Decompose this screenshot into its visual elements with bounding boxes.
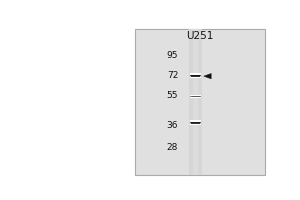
Bar <box>191 75 200 77</box>
Bar <box>190 96 201 97</box>
Text: U251: U251 <box>187 31 214 41</box>
Bar <box>190 76 201 77</box>
Bar <box>190 95 201 96</box>
Text: 36: 36 <box>167 121 178 130</box>
Bar <box>190 73 201 74</box>
Bar <box>191 122 200 124</box>
Bar <box>190 74 201 75</box>
Bar <box>190 95 201 96</box>
Bar <box>190 77 201 78</box>
Bar <box>190 96 201 97</box>
Bar <box>190 121 201 122</box>
Bar <box>190 124 201 125</box>
Bar <box>190 120 201 121</box>
Text: 28: 28 <box>167 143 178 152</box>
Bar <box>190 97 201 98</box>
Bar <box>193 29 198 175</box>
Polygon shape <box>204 73 211 79</box>
Bar <box>190 122 201 123</box>
Bar <box>191 96 200 97</box>
Text: 72: 72 <box>167 71 178 80</box>
Bar <box>190 75 201 76</box>
Bar <box>190 123 201 124</box>
Bar <box>190 124 201 125</box>
Bar <box>189 29 202 175</box>
Bar <box>135 29 266 175</box>
Bar <box>190 97 201 98</box>
Text: 55: 55 <box>167 91 178 100</box>
Text: 95: 95 <box>167 51 178 60</box>
